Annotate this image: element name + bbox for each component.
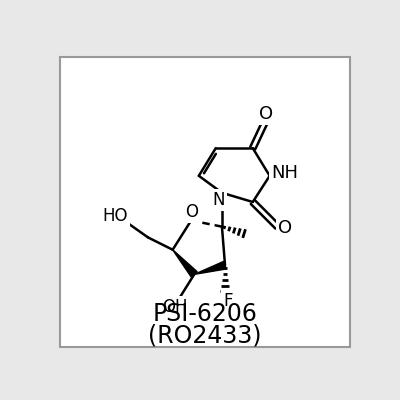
Text: O: O <box>278 219 292 237</box>
Text: (RO2433): (RO2433) <box>148 324 262 348</box>
Text: N: N <box>213 190 225 208</box>
Text: F: F <box>223 292 233 310</box>
Text: OH: OH <box>162 298 188 316</box>
Text: NH: NH <box>271 164 298 182</box>
Text: HO: HO <box>102 208 128 226</box>
Polygon shape <box>194 261 226 274</box>
Polygon shape <box>173 250 197 277</box>
Text: O: O <box>259 105 273 123</box>
Text: O: O <box>185 203 198 221</box>
Text: PSI-6206: PSI-6206 <box>152 302 258 326</box>
FancyBboxPatch shape <box>60 57 350 347</box>
